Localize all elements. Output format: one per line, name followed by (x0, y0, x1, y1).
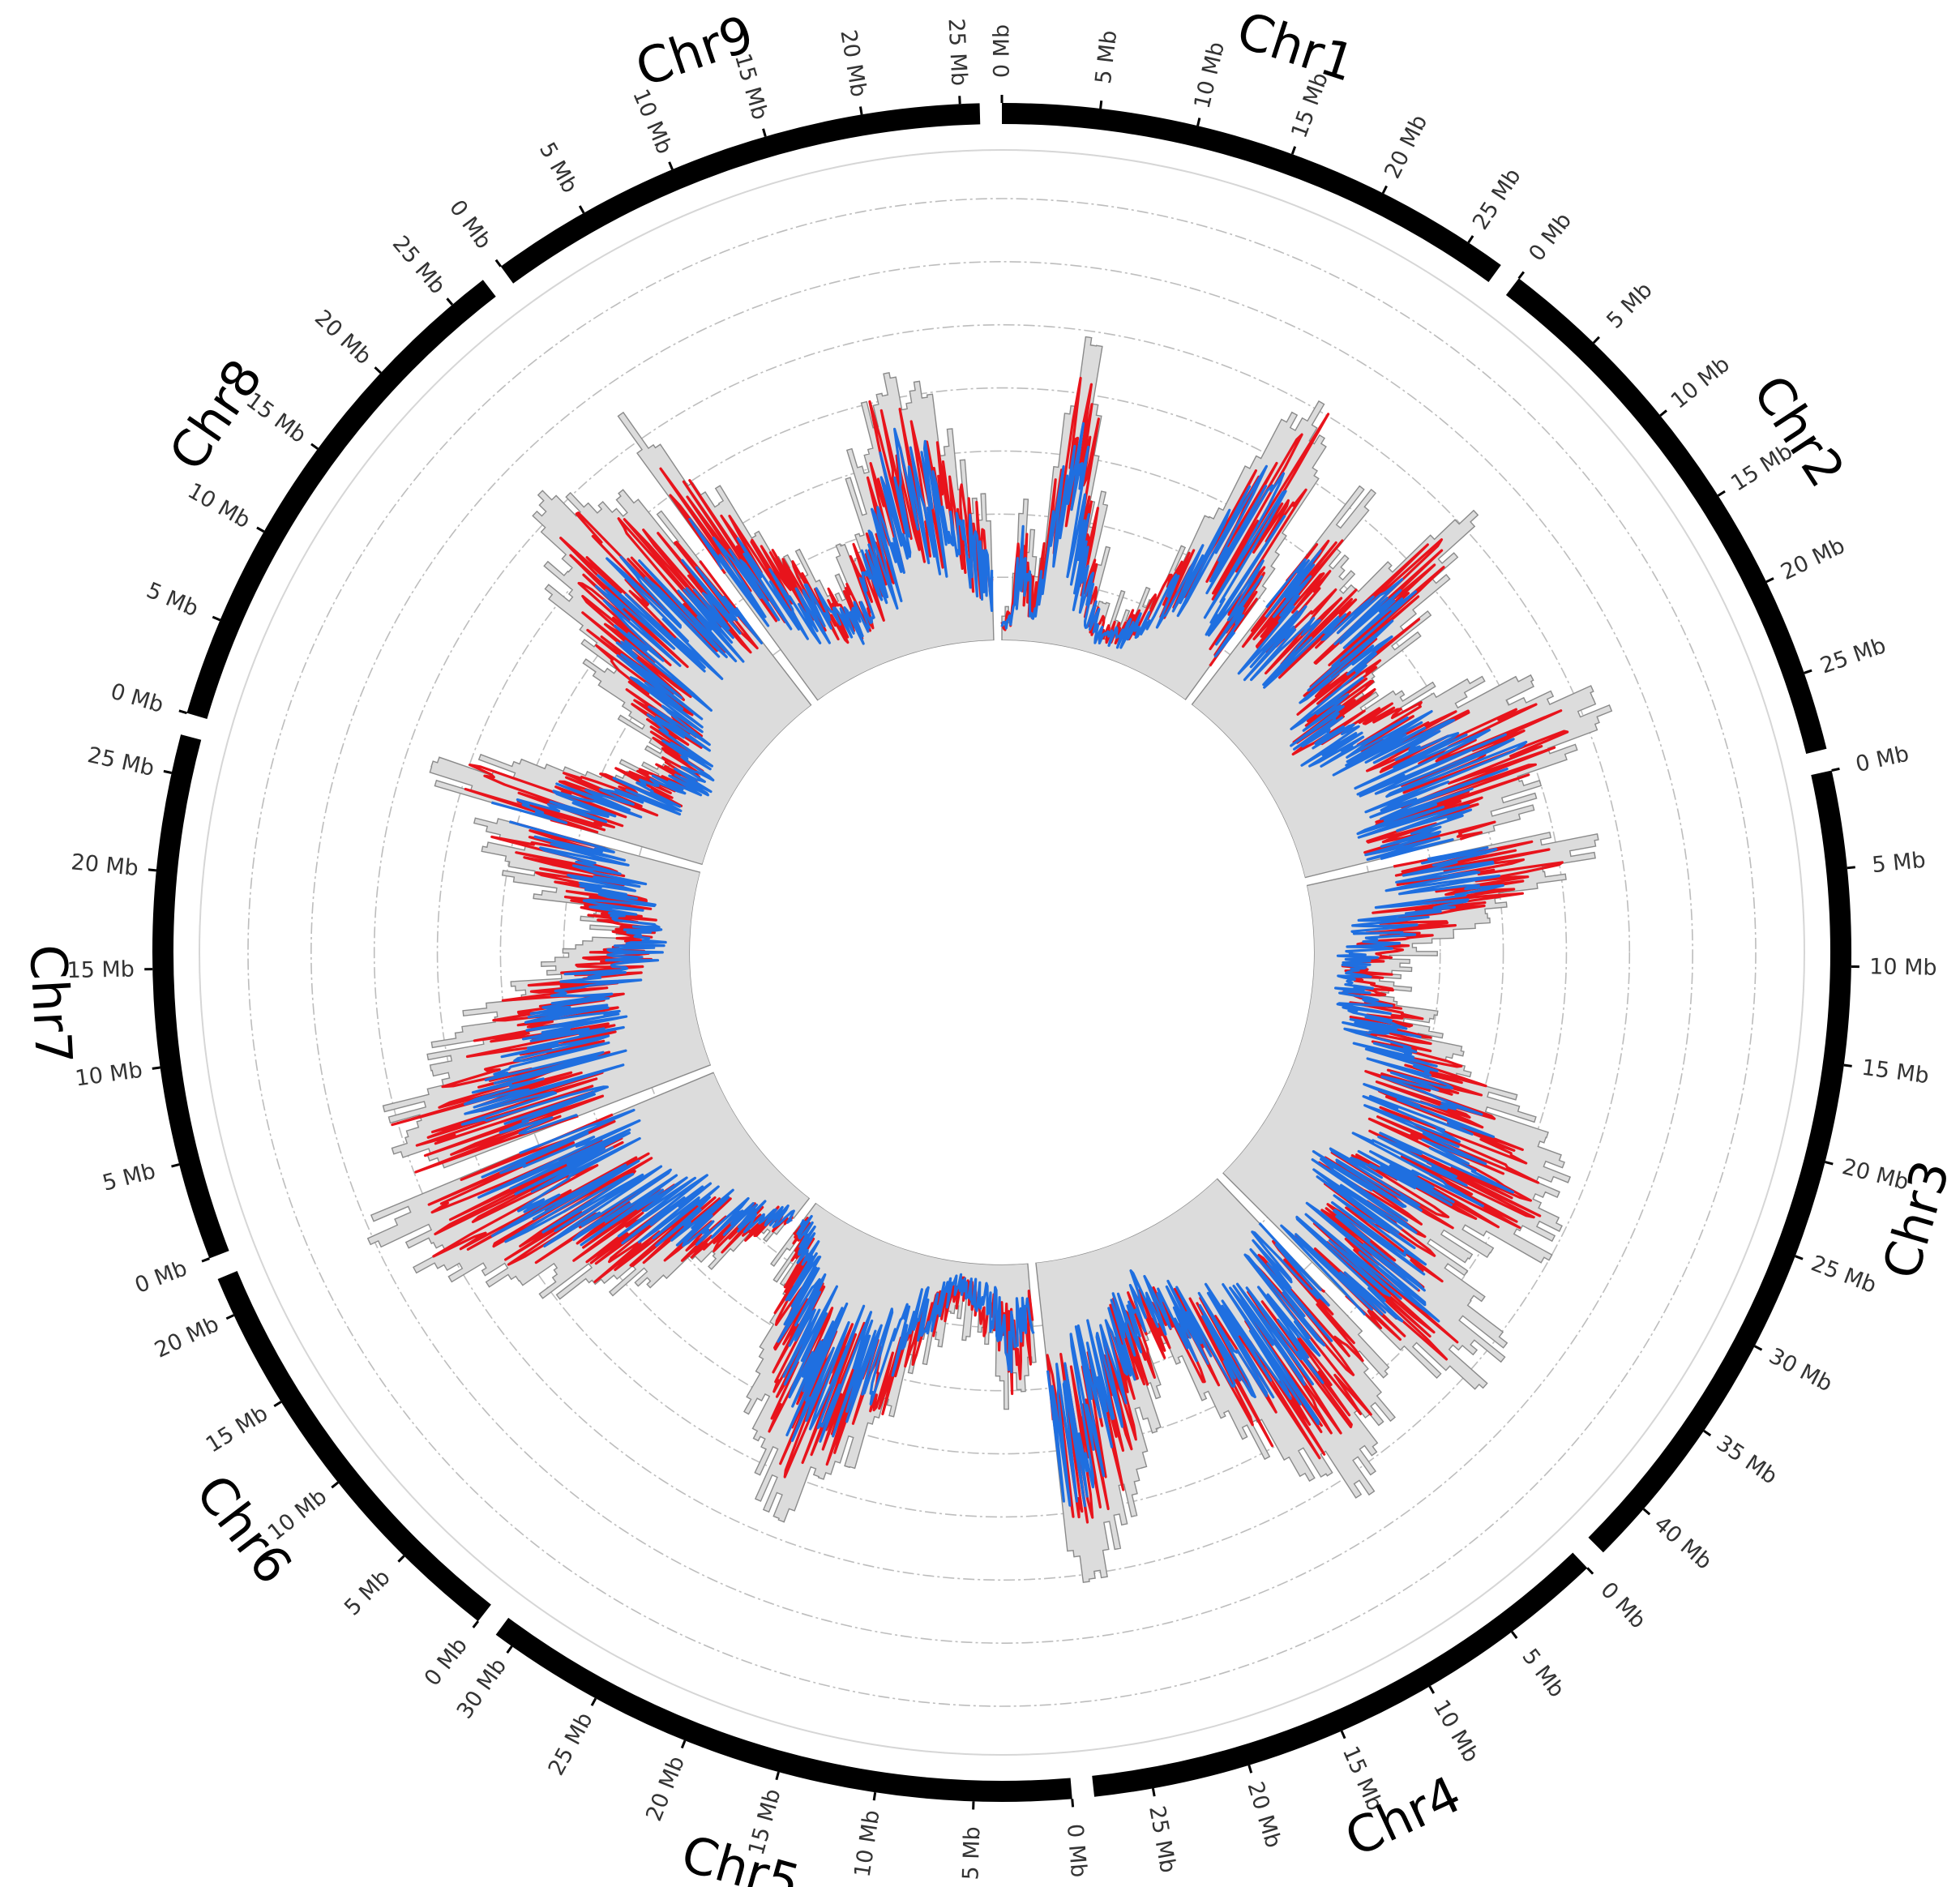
tick-label: 0 Mb (990, 24, 1015, 78)
ideogram-chr6 (217, 1270, 491, 1622)
blue-line-chr2 (1237, 550, 1528, 861)
tick-mark (171, 1163, 180, 1168)
tick-mark (1592, 336, 1600, 344)
blue-line-chr3 (1280, 846, 1515, 1323)
tick-mark (397, 1555, 405, 1563)
tick-mark (1831, 767, 1840, 772)
tick-mark (163, 769, 172, 774)
tick-mark (1642, 1508, 1651, 1516)
tick-mark (1428, 1685, 1436, 1694)
tick-label: 5 Mb (1091, 29, 1122, 85)
histogram-chr9 (617, 371, 995, 702)
tick-mark (225, 1314, 235, 1320)
tick-mark (1340, 1730, 1346, 1739)
tick-mark (1795, 1255, 1804, 1260)
tick-mark (331, 1481, 339, 1489)
tick-mark (775, 1771, 780, 1781)
grid-ring (436, 387, 1568, 1518)
tick-mark (1703, 1429, 1712, 1437)
blue-line-chr1 (1000, 421, 1287, 658)
tick-label: 10 Mb (1869, 954, 1937, 980)
tick-mark (590, 1697, 597, 1706)
tick-mark (1586, 1567, 1594, 1575)
tick-mark (310, 443, 319, 450)
tick-mark (1753, 1345, 1763, 1351)
tick-label: 5 Mb (958, 1826, 985, 1881)
ideogram-chr5 (495, 1617, 1072, 1802)
ideogram-chr8 (186, 280, 496, 720)
tick-mark (1511, 1631, 1518, 1639)
tick-label: 5 Mb (1871, 848, 1927, 878)
tick-mark (273, 1401, 282, 1408)
blue-line-chr9 (688, 427, 994, 645)
blue-line-chr4 (1046, 1222, 1333, 1508)
tick-mark (201, 1257, 210, 1263)
grid-rings (199, 149, 1805, 1756)
tick-mark (178, 709, 187, 715)
tick-mark (472, 1620, 480, 1628)
line-tracks (391, 376, 1569, 1524)
tick-mark (668, 161, 674, 170)
blue-line-chr6 (477, 1108, 795, 1247)
ideogram-chr7 (152, 734, 229, 1259)
tick-mark (1765, 577, 1774, 584)
tick-mark (1151, 1788, 1156, 1797)
tick-mark (1843, 1063, 1852, 1068)
ideogram-chr3 (1588, 770, 1851, 1553)
tick-mark (1196, 118, 1201, 126)
ideogram-chr1 (1001, 103, 1501, 283)
tick-mark (1825, 1161, 1834, 1166)
tick-mark (1071, 1799, 1075, 1808)
tick-mark (506, 1645, 513, 1654)
grid-ring (499, 450, 1504, 1455)
tick-mark (148, 868, 157, 872)
tick-mark (1290, 146, 1297, 155)
grid-ring (373, 323, 1631, 1581)
grid-ring (563, 513, 1441, 1392)
grid-ring (310, 261, 1693, 1644)
tick-mark (1247, 1765, 1253, 1774)
blue-line-chr8 (490, 555, 764, 824)
tick-label: 0 Mb (1062, 1823, 1091, 1879)
ideogram-chr4 (1092, 1552, 1588, 1797)
tick-mark (1659, 409, 1667, 417)
tick-mark (858, 106, 863, 115)
tick-mark (1381, 185, 1388, 195)
tick-mark (446, 297, 454, 306)
blue-line-chr5 (777, 1214, 1035, 1443)
blue-line-chr7 (460, 820, 667, 1135)
red-line-chr9 (659, 400, 994, 644)
inner-hole (690, 640, 1314, 1264)
outer-guide-ring (199, 149, 1805, 1756)
tick-mark (1099, 100, 1103, 109)
ideogram-chr9 (500, 103, 981, 284)
tick-mark (1467, 235, 1474, 244)
chromosome-ideogram (152, 103, 1851, 1802)
grid-ring (247, 198, 1757, 1707)
tick-mark (1847, 866, 1855, 870)
tick-mark (374, 366, 382, 374)
chromosome-label-chr7: Chr7 (18, 943, 83, 1065)
tick-mark (212, 615, 221, 622)
ideogram-chr2 (1505, 278, 1827, 755)
tick-mark (1517, 271, 1526, 280)
tick-label: 25 Mb (944, 18, 972, 87)
tick-mark (872, 1792, 877, 1801)
tick-mark (494, 259, 502, 267)
tick-mark (680, 1739, 687, 1749)
tick-mark (256, 526, 265, 533)
tick-mark (1717, 490, 1726, 497)
tick-mark (578, 205, 585, 214)
tick-mark (1804, 669, 1812, 674)
tick-mark (762, 128, 767, 137)
tick-label: 15 Mb (66, 957, 135, 984)
